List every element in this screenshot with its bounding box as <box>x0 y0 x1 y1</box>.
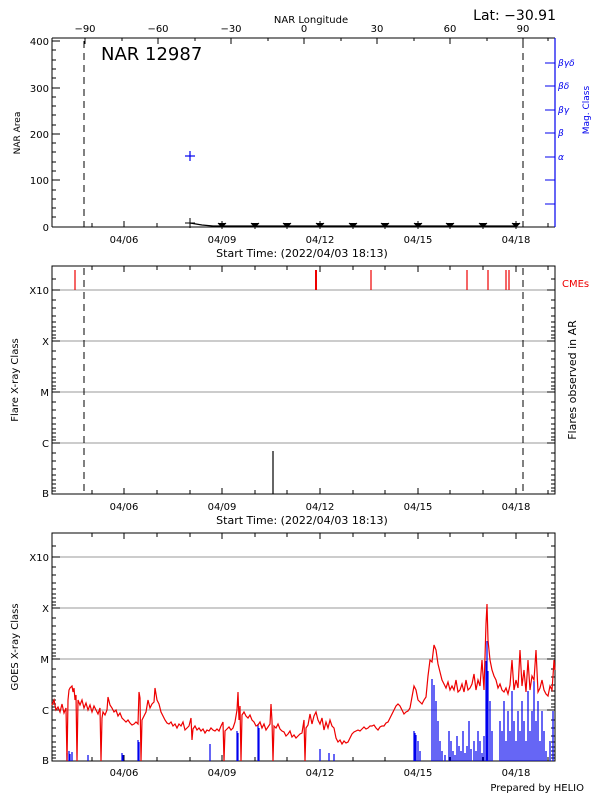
panel-flares: X10 X M C B Flare X-ray Class CMEs Flare… <box>10 265 589 527</box>
nar-area-markers <box>185 218 521 229</box>
mag-tick: βδ <box>557 82 570 92</box>
lon-tick: 90 <box>517 24 530 35</box>
date-tick: 04/18 <box>502 502 531 513</box>
class-tick: X <box>42 337 49 348</box>
flares-in-ar-axis-title: Flares observed in AR <box>566 320 579 440</box>
area-tick-labels: 400 300 200 100 0 <box>30 37 49 234</box>
mag-tick: βγδ <box>557 59 575 69</box>
class-tick: X10 <box>29 553 49 564</box>
date-tick: 04/06 <box>110 235 139 246</box>
area-tick: 0 <box>43 223 49 234</box>
date-tick: 04/18 <box>502 768 531 779</box>
date-tick: 04/12 <box>306 502 335 513</box>
lon-tick: 30 <box>371 24 384 35</box>
date-tick: 04/15 <box>404 768 433 779</box>
mag-class-tick-labels: βγδ βδ βγ β α <box>557 59 575 163</box>
date-tick: 04/09 <box>208 235 237 246</box>
nar-title: NAR 12987 <box>101 44 202 65</box>
mag-tick: β <box>557 129 564 139</box>
cmes-label: CMEs <box>562 279 589 290</box>
lon-tick: 0 <box>301 24 307 35</box>
date-tick: 04/15 <box>404 502 433 513</box>
start-time-label: Start Time: (2022/04/03 18:13) <box>216 247 388 260</box>
date-tick: 04/15 <box>404 235 433 246</box>
flare-class-axis-title: Flare X-ray Class <box>10 338 21 422</box>
longitude-axis-title: NAR Longitude <box>274 15 348 26</box>
lon-tick: −90 <box>74 24 95 35</box>
goes-grid <box>52 556 555 711</box>
goes-class-tick-labels: X10 X M C B <box>29 553 49 767</box>
date-tick: 04/12 <box>306 768 335 779</box>
area-tick: 200 <box>30 130 49 141</box>
lon-tick: 60 <box>444 24 457 35</box>
panel1-date-labels: 04/06 04/09 04/12 04/15 04/18 <box>110 235 531 246</box>
class-tick: X <box>42 604 49 615</box>
date-tick: 04/09 <box>208 768 237 779</box>
date-tick: 04/06 <box>110 502 139 513</box>
mag-class-point <box>185 151 195 161</box>
mag-tick: α <box>558 153 564 163</box>
panel-goes: X10 X M C B GOES X-ray Class 04/06 04/09… <box>10 532 584 794</box>
area-tick: 400 <box>30 37 49 48</box>
flare-grid <box>52 289 555 444</box>
area-tick: 300 <box>30 84 49 95</box>
panel2-date-labels: 04/06 04/09 04/12 04/15 04/18 <box>110 502 531 513</box>
area-tick: 100 <box>30 176 49 187</box>
class-tick: B <box>42 489 49 500</box>
cme-markers <box>74 270 510 290</box>
prepared-by-footer: Prepared by HELIO <box>490 783 584 794</box>
class-tick: B <box>42 756 49 767</box>
date-tick: 04/12 <box>306 235 335 246</box>
nar-area-axis-title: NAR Area <box>13 112 23 155</box>
class-tick: C <box>42 439 49 450</box>
class-tick: M <box>40 655 49 666</box>
panel3-date-labels: 04/06 04/09 04/12 04/15 04/18 <box>110 768 531 779</box>
class-tick: M <box>40 388 49 399</box>
panel-nar-area: 400 300 200 100 0 NAR Area βγδ βδ <box>13 37 592 260</box>
start-time-label: Start Time: (2022/04/03 18:13) <box>216 514 388 527</box>
class-tick: C <box>42 706 49 717</box>
date-tick: 04/18 <box>502 235 531 246</box>
date-tick: 04/06 <box>110 768 139 779</box>
longitude-tick-labels: −90 −60 −30 0 30 60 90 <box>74 24 529 35</box>
date-tick: 04/09 <box>208 502 237 513</box>
mag-class-axis-title: Mag. Class <box>582 85 592 134</box>
class-tick: X10 <box>29 286 49 297</box>
goes-long-series <box>51 603 556 762</box>
lon-tick: −60 <box>147 24 168 35</box>
flare-class-tick-labels: X10 X M C B <box>29 286 49 500</box>
lon-tick: −30 <box>220 24 241 35</box>
latitude-label: Lat: −30.91 <box>473 8 556 24</box>
mag-tick: βγ <box>557 106 570 116</box>
goes-class-axis-title: GOES X-ray Class <box>10 603 21 690</box>
